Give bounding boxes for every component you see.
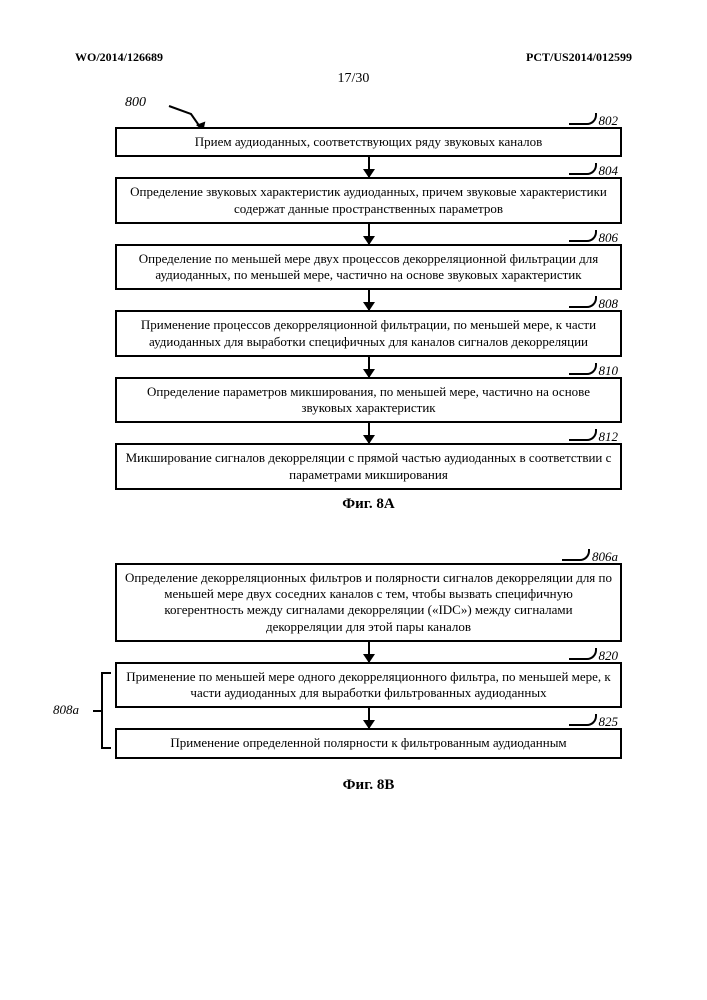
step-820: Применение по меньшей мере одного декорр… bbox=[115, 662, 622, 709]
arrow-806a-820 bbox=[115, 642, 622, 662]
arrow-808-810 bbox=[115, 357, 622, 377]
step-806: Определение по меньшей мере двух процесс… bbox=[115, 244, 622, 291]
step-808-container: 808 Применение процессов декорреляционно… bbox=[115, 310, 622, 357]
step-804-container: 804 Определение звуковых характеристик а… bbox=[115, 177, 622, 224]
doc-id-left: WO/2014/126689 bbox=[75, 50, 163, 65]
arrow-810-812 bbox=[115, 423, 622, 443]
arrow-806-808 bbox=[115, 290, 622, 310]
doc-id-right: PCT/US2014/012599 bbox=[526, 50, 632, 65]
step-810: Определение параметров микширования, по … bbox=[115, 377, 622, 424]
page-number: 17/30 bbox=[75, 71, 632, 87]
step-808: Применение процессов декорреляционной фи… bbox=[115, 310, 622, 357]
step-804: Определение звуковых характеристик аудио… bbox=[115, 177, 622, 224]
step-825-container: 825 Применение определенной полярности к… bbox=[115, 728, 622, 758]
step-806a: Определение декорреляционных фильтров и … bbox=[115, 563, 622, 642]
page: WO/2014/126689 PCT/US2014/012599 17/30 8… bbox=[0, 0, 707, 1000]
step-820-container: 820 Применение по меньшей мере одного де… bbox=[115, 662, 622, 709]
step-802-container: 802 Прием аудиоданных, соответствующих р… bbox=[115, 127, 622, 157]
step-825: Применение определенной полярности к фил… bbox=[115, 728, 622, 758]
step-806-container: 806 Определение по меньшей мере двух про… bbox=[115, 244, 622, 291]
figure-8b: 806a Определение декорреляционных фильтр… bbox=[115, 563, 622, 794]
figure-8a-caption: Фиг. 8A bbox=[115, 496, 622, 513]
arrow-804-806 bbox=[115, 224, 622, 244]
brace-808a bbox=[89, 662, 113, 759]
entry-ref-label: 800 bbox=[125, 95, 146, 111]
brace-label-808a: 808a bbox=[53, 702, 79, 718]
step-810-container: 810 Определение параметров микширования,… bbox=[115, 377, 622, 424]
step-802: Прием аудиоданных, соответствующих ряду … bbox=[115, 127, 622, 157]
step-812: Микширование сигналов декорреляции с пря… bbox=[115, 443, 622, 490]
header: WO/2014/126689 PCT/US2014/012599 bbox=[75, 50, 632, 65]
arrow-820-825 bbox=[115, 708, 622, 728]
arrow-802-804 bbox=[115, 157, 622, 177]
figure-8a: 800 802 Прием аудиоданных, соответствующ… bbox=[115, 127, 622, 513]
entry-arrow-icon bbox=[169, 105, 209, 125]
step-812-container: 812 Микширование сигналов декорреляции с… bbox=[115, 443, 622, 490]
step-806a-container: 806a Определение декорреляционных фильтр… bbox=[115, 563, 622, 642]
brace-group-808a: 808a 820 Применение по меньшей мере одно… bbox=[115, 662, 622, 759]
figure-8b-caption: Фиг. 8B bbox=[115, 777, 622, 794]
